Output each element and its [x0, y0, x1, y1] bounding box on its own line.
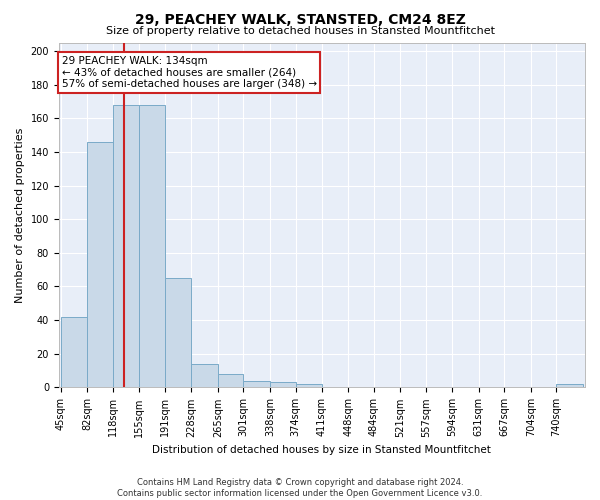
Bar: [244, 380, 270, 388]
Text: 29 PEACHEY WALK: 134sqm
← 43% of detached houses are smaller (264)
57% of semi-d: 29 PEACHEY WALK: 134sqm ← 43% of detache…: [62, 56, 317, 89]
Text: Contains HM Land Registry data © Crown copyright and database right 2024.
Contai: Contains HM Land Registry data © Crown c…: [118, 478, 482, 498]
Bar: [218, 374, 244, 388]
Bar: [139, 105, 165, 388]
Bar: [296, 384, 322, 388]
Y-axis label: Number of detached properties: Number of detached properties: [15, 128, 25, 302]
Title: 29, PEACHEY WALK, STANSTED, CM24 8EZ
Size of property relative to detached house: 29, PEACHEY WALK, STANSTED, CM24 8EZ Siz…: [0, 499, 1, 500]
Bar: [113, 105, 139, 388]
Bar: [270, 382, 296, 388]
Text: Size of property relative to detached houses in Stansted Mountfitchet: Size of property relative to detached ho…: [106, 26, 494, 36]
Bar: [165, 278, 191, 388]
X-axis label: Distribution of detached houses by size in Stansted Mountfitchet: Distribution of detached houses by size …: [152, 445, 491, 455]
Text: 29, PEACHEY WALK, STANSTED, CM24 8EZ: 29, PEACHEY WALK, STANSTED, CM24 8EZ: [134, 12, 466, 26]
Bar: [191, 364, 218, 388]
Bar: [87, 142, 113, 388]
Bar: [556, 384, 583, 388]
Bar: [61, 317, 87, 388]
